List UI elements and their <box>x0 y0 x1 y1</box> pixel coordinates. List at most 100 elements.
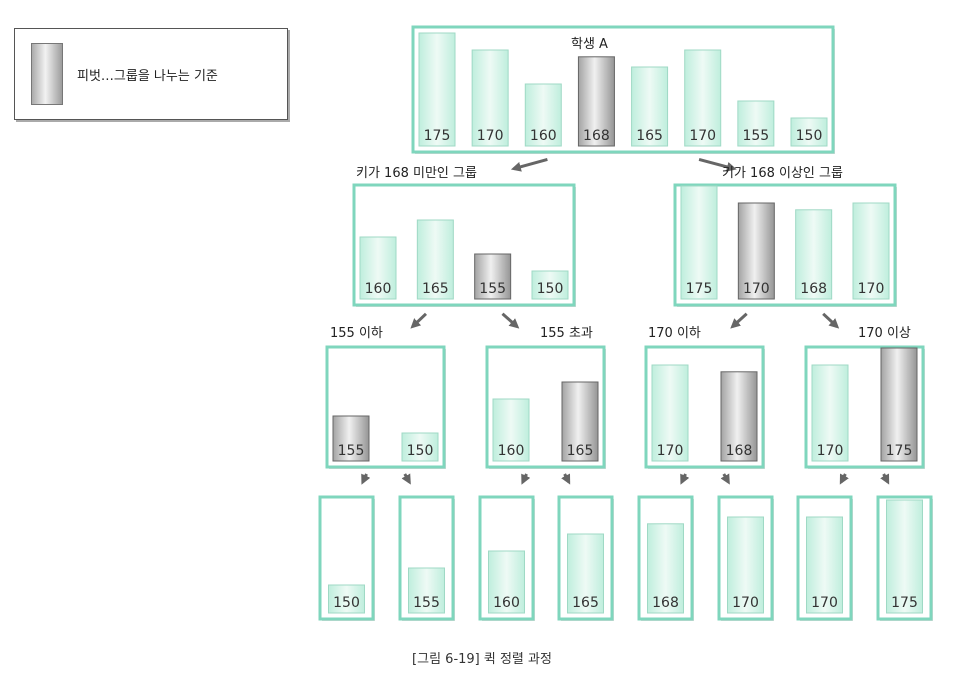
value-label: 165 <box>422 281 449 297</box>
value-bar: 160 <box>488 550 525 614</box>
group-box: 170 <box>717 495 774 621</box>
value-label: 175 <box>886 443 913 459</box>
pivot-swatch <box>31 43 63 105</box>
value-label: 165 <box>567 443 594 459</box>
value-label: 160 <box>365 281 392 297</box>
value-label: 150 <box>537 281 564 297</box>
figure-caption: [그림 6-19] 퀵 정렬 과정 <box>412 652 552 667</box>
value-bar: 168 <box>647 523 684 614</box>
value-label: 155 <box>338 443 365 459</box>
value-label: 170 <box>732 595 759 611</box>
value-label: 168 <box>583 128 610 144</box>
value-label: 168 <box>800 281 827 297</box>
label-root: 학생 A <box>571 37 608 52</box>
value-label: 165 <box>636 128 663 144</box>
legend-box: 피벗…그룹을 나누는 기준 <box>14 28 288 120</box>
value-bar: 170 <box>684 49 722 147</box>
value-label: 175 <box>891 595 918 611</box>
split-arrow <box>510 158 548 172</box>
label-170-or-less: 170 이하 <box>648 326 701 341</box>
value-label: 160 <box>493 595 520 611</box>
pivot-bar: 155 <box>332 415 370 462</box>
value-label: 165 <box>572 595 599 611</box>
group-box: 170 <box>796 495 853 621</box>
label-less-than-168: 키가 168 미만인 그룹 <box>356 166 477 181</box>
value-bar: 160 <box>524 83 562 147</box>
pivot-bar: 155 <box>474 253 512 300</box>
group-box: 165 <box>557 495 614 621</box>
value-bar: 170 <box>727 516 764 614</box>
split-arrow <box>680 473 690 485</box>
group-box: 160 <box>478 495 535 621</box>
split-arrow <box>410 312 428 329</box>
group-box: 170 168 <box>644 345 765 469</box>
value-bar: 165 <box>416 219 454 300</box>
value-label: 155 <box>479 281 506 297</box>
group-box: 160 165 155 150 <box>352 183 576 307</box>
value-bar: 155 <box>408 567 445 614</box>
value-bar: 170 <box>811 364 849 462</box>
pivot-bar: 170 <box>737 202 775 300</box>
value-label: 175 <box>424 128 451 144</box>
split-arrow <box>880 473 890 485</box>
group-box: 175 <box>876 495 933 621</box>
split-arrow <box>361 473 371 485</box>
label-168-or-more: 키가 168 이상인 그룹 <box>722 166 843 181</box>
value-bar: 150 <box>790 117 828 147</box>
group-box: 150 <box>318 495 375 621</box>
split-arrow <box>521 473 531 485</box>
value-bar: 160 <box>359 236 397 300</box>
value-bar: 165 <box>631 66 669 147</box>
value-label: 168 <box>652 595 679 611</box>
value-bar: 155 <box>737 100 775 147</box>
pivot-bar: 175 <box>880 347 918 462</box>
value-label: 170 <box>858 281 885 297</box>
value-bar: 170 <box>852 202 890 300</box>
value-bar: 150 <box>531 270 569 300</box>
split-arrow <box>730 312 748 329</box>
group-box: 170 175 <box>804 345 925 469</box>
label-170-or-more: 170 이상 <box>858 326 911 341</box>
group-box: 155 <box>398 495 455 621</box>
value-label: 170 <box>657 443 684 459</box>
value-label: 170 <box>689 128 716 144</box>
group-box: 168 <box>637 495 694 621</box>
value-bar: 150 <box>401 432 439 462</box>
group-box: 155 150 <box>325 345 446 469</box>
value-bar: 175 <box>886 499 923 614</box>
value-bar: 165 <box>567 533 604 614</box>
value-bar: 175 <box>680 185 718 300</box>
value-label: 155 <box>742 128 769 144</box>
value-bar: 175 <box>418 32 456 147</box>
value-label: 170 <box>811 595 838 611</box>
value-label: 170 <box>743 281 770 297</box>
pivot-bar: 165 <box>561 381 599 462</box>
value-label: 150 <box>796 128 823 144</box>
value-label: 170 <box>817 443 844 459</box>
group-box: 160 165 <box>485 345 606 469</box>
value-label: 170 <box>477 128 504 144</box>
value-bar: 170 <box>806 516 843 614</box>
label-155-or-less: 155 이하 <box>330 326 383 341</box>
split-arrow <box>822 312 840 329</box>
value-label: 175 <box>686 281 713 297</box>
group-box: 175 170 160 168 165 170 155 150 <box>411 25 835 154</box>
split-arrow <box>561 473 571 485</box>
split-arrow <box>698 157 737 172</box>
value-label: 150 <box>333 595 360 611</box>
value-label: 155 <box>413 595 440 611</box>
label-over-155: 155 초과 <box>540 326 593 341</box>
value-label: 160 <box>530 128 557 144</box>
split-arrow <box>401 473 411 485</box>
split-arrow <box>839 473 849 485</box>
split-arrow <box>720 473 730 485</box>
pivot-bar: 168 <box>577 56 615 147</box>
value-label: 150 <box>407 443 434 459</box>
value-bar: 170 <box>471 49 509 147</box>
value-label: 160 <box>498 443 525 459</box>
value-label: 168 <box>726 443 753 459</box>
value-bar: 168 <box>795 209 833 300</box>
pivot-bar: 168 <box>720 371 758 462</box>
value-bar: 160 <box>492 398 530 462</box>
